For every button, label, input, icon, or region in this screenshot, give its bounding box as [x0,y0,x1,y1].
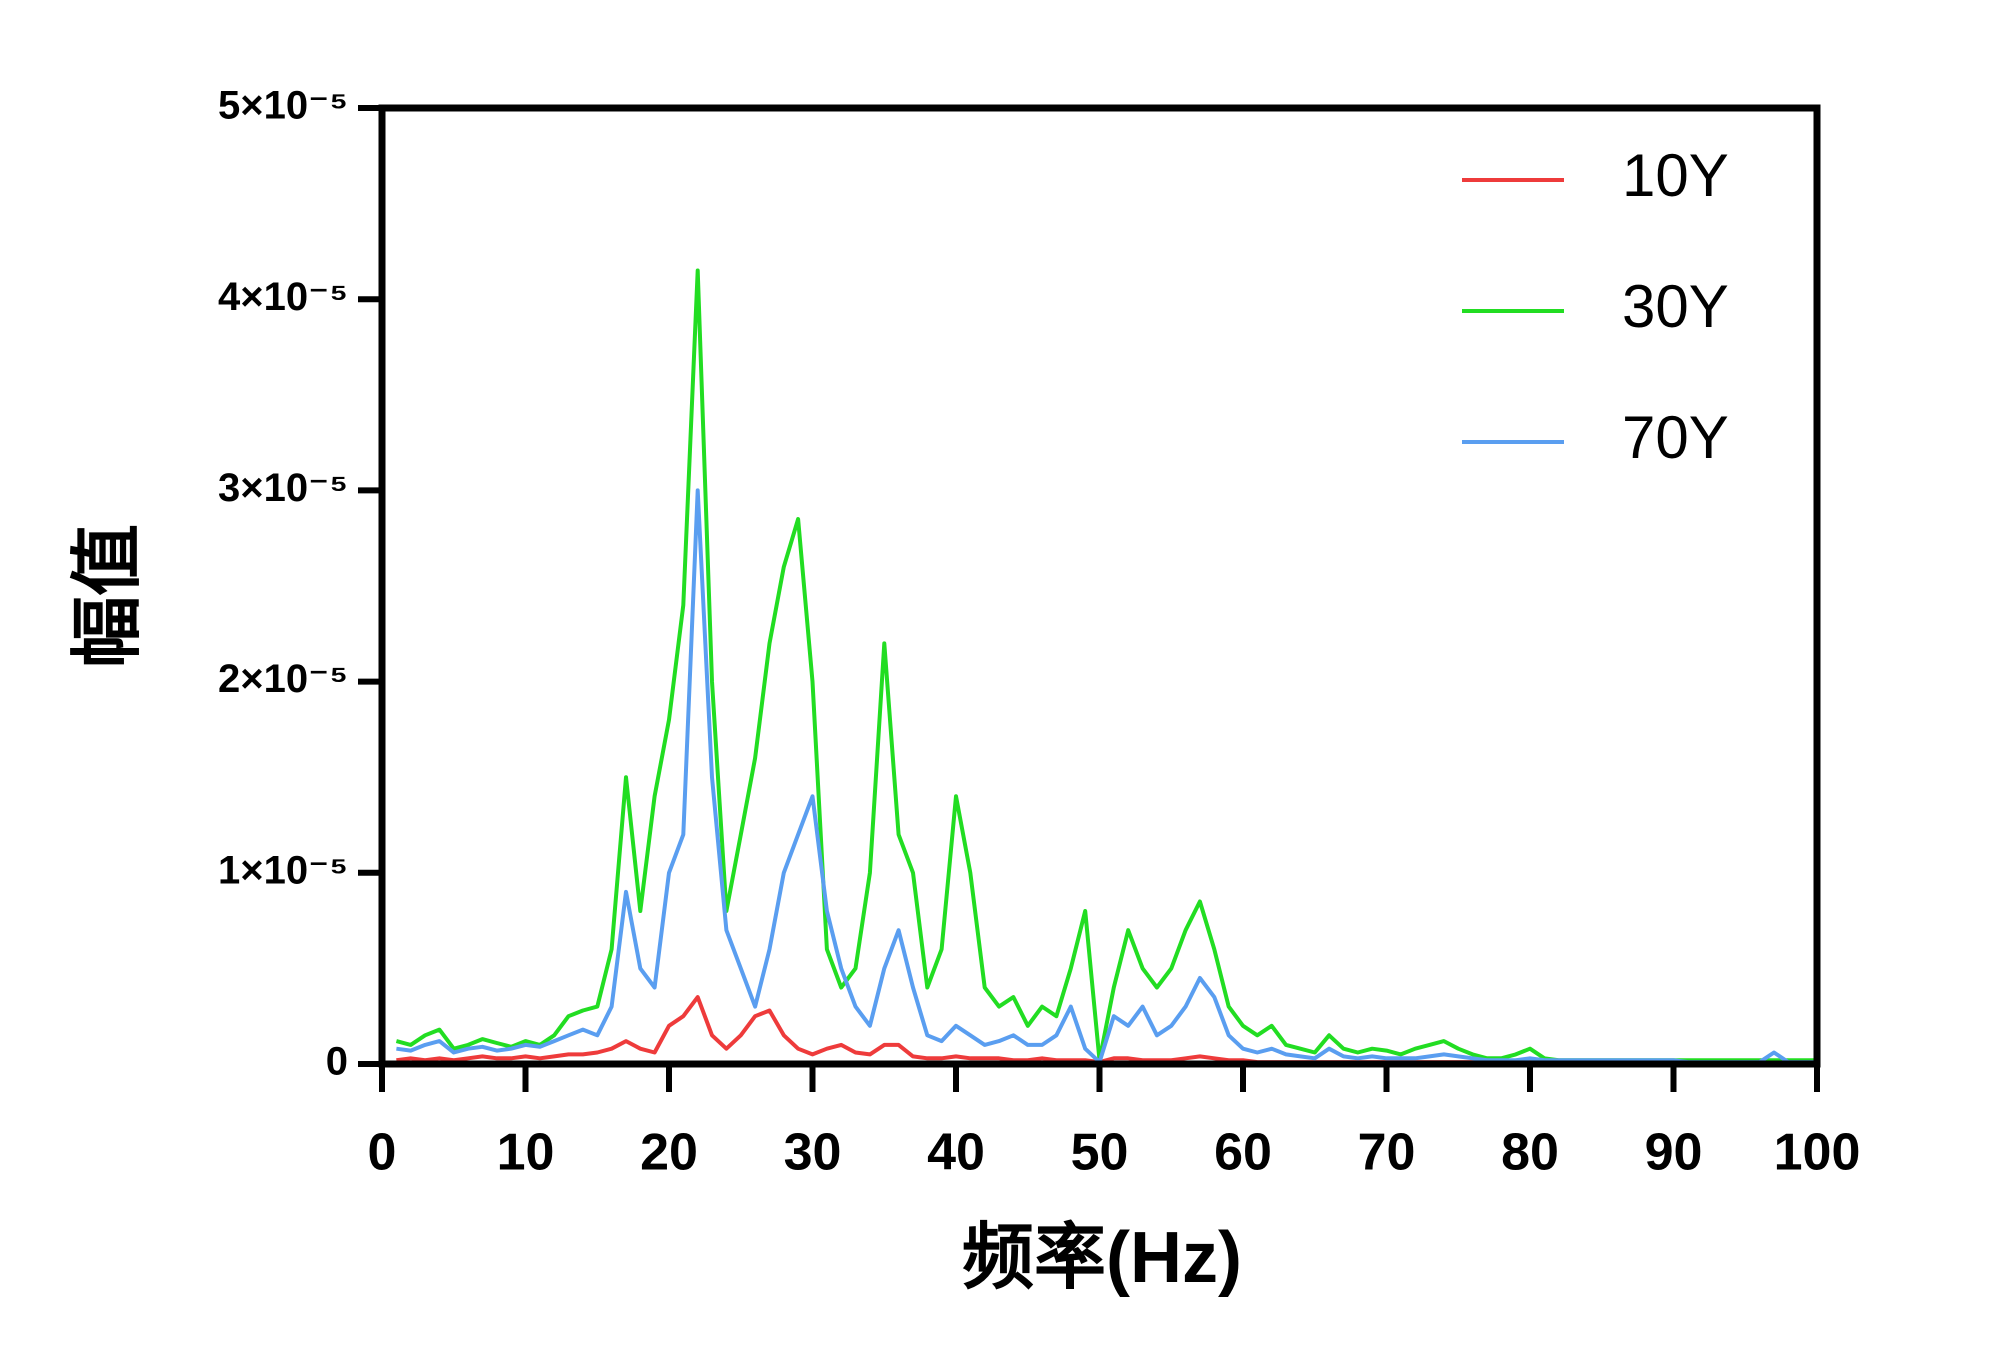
series-line [396,488,1817,1065]
x-tick-label: 70 [1358,1124,1416,1182]
legend-label: 10Y [1622,142,1729,209]
x-tick-label: 60 [1214,1124,1272,1182]
x-tick-label: 20 [640,1124,698,1182]
y-axis-title: 幅值 [68,524,148,668]
x-tick-label: 30 [784,1124,842,1182]
series-line [395,268,1817,1063]
legend-label: 70Y [1622,404,1729,471]
y-tick-label: 3×10⁻⁵ [218,466,348,510]
x-tick-label: 80 [1501,1124,1559,1182]
x-tick-label: 40 [927,1124,985,1182]
x-tick-label: 10 [497,1124,555,1182]
plot-frame [378,104,1821,1068]
x-tick-label: 90 [1645,1124,1703,1182]
y-tick-label: 4×10⁻⁵ [218,275,348,319]
x-tick-label: 50 [1071,1124,1129,1182]
x-tick-label: 0 [368,1124,397,1182]
x-tick-label: 100 [1774,1124,1861,1182]
legend-label: 30Y [1622,273,1729,340]
y-tick-label: 1×10⁻⁵ [218,848,348,892]
y-tick-label: 2×10⁻⁵ [218,657,348,701]
y-tick-label: 0 [326,1040,348,1084]
x-axis-title: 频率(Hz) [962,1218,1242,1298]
y-tick-label: 5×10⁻⁵ [218,84,348,128]
